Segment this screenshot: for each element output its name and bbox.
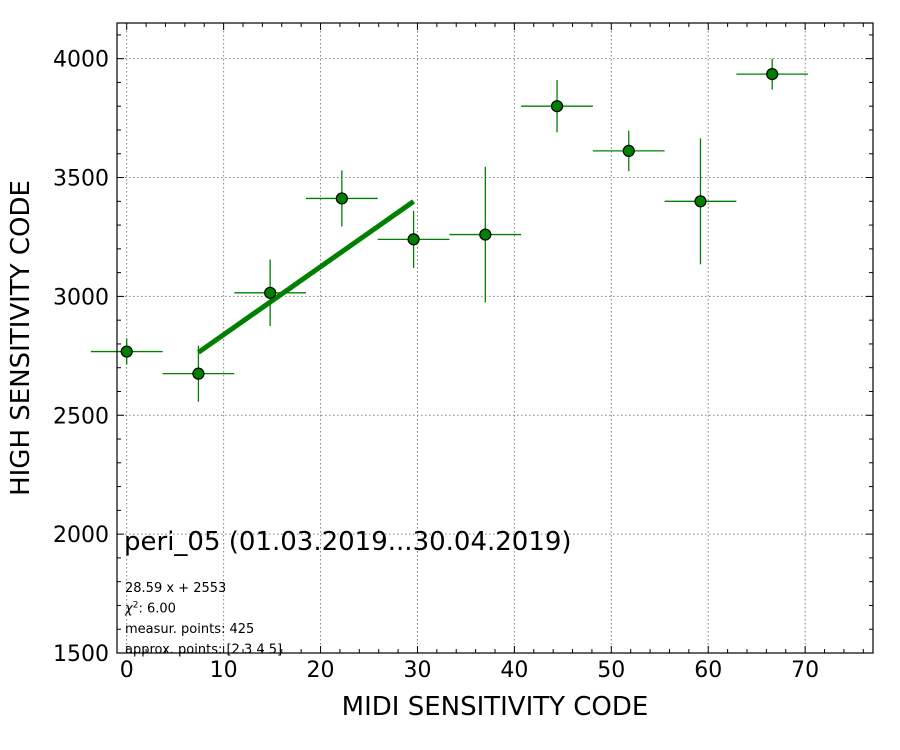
y-axis-label: HIGH SENSITIVITY CODE [6, 180, 36, 496]
x-tick-label: 20 [307, 658, 335, 683]
x-tick-label: 40 [500, 658, 528, 683]
data-point [622, 144, 635, 158]
data-points [120, 68, 779, 380]
data-point [264, 286, 277, 299]
y-tick-label: 4000 [53, 48, 109, 73]
x-tick-label: 60 [694, 658, 722, 683]
data-point [192, 367, 205, 380]
y-tick-label: 3000 [53, 285, 109, 310]
data-point [479, 228, 492, 241]
x-tick-label: 70 [791, 658, 819, 683]
fit-line-layer [196, 199, 416, 355]
axis-ticks [117, 23, 873, 654]
data-point [407, 233, 420, 246]
data-point [694, 195, 707, 208]
x-tick-label: 10 [210, 658, 238, 683]
annotation-line: 28.59 x + 2553 [125, 581, 226, 596]
y-tick-label: 2500 [53, 404, 109, 429]
tick-labels: 0 10 20 30 40 50 60 70 1500 2000 2500 3000 3500 4000 [53, 48, 819, 683]
data-point [335, 192, 348, 205]
y-tick-label: 1500 [53, 642, 109, 667]
plot-frame [116, 22, 874, 654]
annotation-line: χ2: 6.00 [124, 601, 176, 617]
annotation-line: measur. points: 425 [125, 622, 254, 637]
grid [117, 23, 873, 654]
data-point [120, 345, 133, 358]
x-tick-label: 30 [403, 658, 431, 683]
chart-title: peri_05 (01.03.2019...30.04.2019) [124, 527, 572, 557]
y-tick-label: 2000 [53, 523, 109, 548]
annotations: 28.59 x + 2553 χ2: 6.00 measur. points: 42… [124, 581, 282, 658]
y-tick-label: 3500 [53, 167, 109, 192]
x-tick-label: 0 [120, 658, 134, 683]
data-point [766, 68, 779, 81]
x-tick-label: 50 [597, 658, 625, 683]
data-point [550, 100, 564, 113]
annotation-line: approx. points: [2 3 4 5] [125, 643, 282, 658]
fit-line [196, 199, 416, 355]
x-axis-label: MIDI SENSITIVITY CODE [342, 692, 649, 722]
